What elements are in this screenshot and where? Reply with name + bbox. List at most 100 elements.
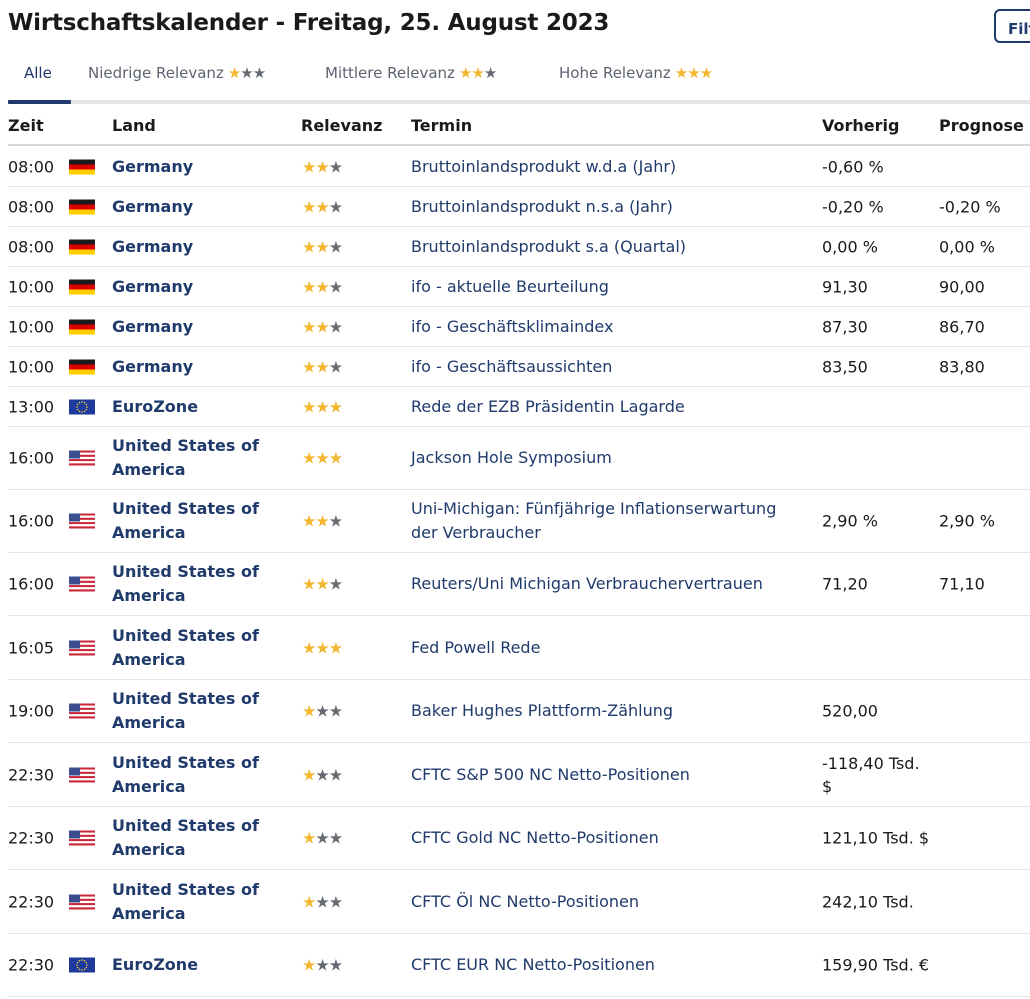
table-row[interactable]: 16:00 United States of America ★★★ Jackson … [8, 427, 1030, 490]
star-filled-icon: ★ [458, 64, 472, 82]
event-link[interactable]: CFTC EUR NC Netto-Positionen [411, 955, 655, 974]
event-link[interactable]: Bruttoinlandsprodukt n.s.a (Jahr) [411, 196, 673, 216]
event-link[interactable]: Reuters/Uni Michigan Verbrauchervertraue… [411, 574, 763, 593]
forecast-value: 83,80 [939, 357, 985, 376]
table-row[interactable]: 10:00 Germany ★★★ ifo - aktuelle Beurteilun… [8, 267, 1030, 307]
relevance-stars: ★★★ [458, 64, 497, 82]
filter-button[interactable]: Filter [994, 9, 1030, 43]
table-row[interactable]: 10:00 Germany ★★★ ifo - Geschäftsklimaindex… [8, 307, 1030, 347]
relevance-stars: ★★★ [302, 397, 343, 416]
table-row[interactable]: 19:00 United States of America ★★★ Baker Hu… [8, 680, 1030, 743]
relevance-stars: ★★★ [302, 765, 343, 784]
relevance-stars: ★★★ [228, 64, 266, 82]
tab-label: Alle [24, 64, 52, 82]
table-row[interactable]: 08:00 Germany ★★★ Bruttoinlandsprodukt w.d.… [8, 147, 1030, 187]
event-link[interactable]: ifo - aktuelle Beurteilung [411, 276, 609, 296]
forecast-value: 2,90 % [939, 511, 995, 531]
country-link[interactable]: United States of America [112, 816, 259, 859]
star-empty-icon: ★ [328, 955, 343, 975]
tab-hohe-relevanz[interactable]: Hohe Relevanz ★★★ [559, 64, 713, 82]
country-link[interactable]: Germany [112, 356, 194, 376]
event-link[interactable]: Bruttoinlandsprodukt s.a (Quartal) [411, 236, 687, 256]
star-filled-icon: ★ [687, 64, 700, 82]
country-link[interactable]: Germany [112, 276, 194, 296]
event-link[interactable]: CFTC Öl NC Netto-Positionen [411, 891, 640, 911]
star-filled-icon: ★ [315, 511, 329, 531]
country-link[interactable]: EuroZone [112, 396, 199, 416]
event-link[interactable]: Jackson Hole Symposium [411, 448, 612, 467]
event-link[interactable]: ifo - Geschäftsklimaindex [411, 316, 614, 336]
event-time: 08:00 [8, 197, 55, 216]
event-link[interactable]: ifo - Geschäftsaussichten [411, 356, 613, 376]
star-empty-icon: ★ [240, 64, 253, 82]
forecast-value: 0,00 % [939, 237, 995, 256]
tab-alle[interactable]: Alle [24, 64, 52, 82]
table-row[interactable]: 16:05 United States of America ★★★ Fed Powe… [8, 616, 1030, 680]
event-link[interactable]: Rede der EZB Präsidentin Lagarde [411, 396, 685, 416]
event-time: 16:00 [8, 511, 55, 531]
event-link[interactable]: CFTC Gold NC Netto-Positionen [411, 828, 659, 847]
table-row[interactable]: 22:30 United States of America ★★★ CFTC Gol… [8, 807, 1030, 870]
relevance-stars: ★★★ [302, 955, 343, 975]
star-filled-icon: ★ [302, 448, 316, 468]
active-tab-indicator [8, 100, 71, 104]
country-link[interactable]: EuroZone [112, 955, 199, 974]
event-time: 19:00 [8, 701, 55, 721]
tab-niedrige-relevanz[interactable]: Niedrige Relevanz ★★★ [88, 64, 266, 82]
page-title: Wirtschaftskalender - Freitag, 25. Augus… [8, 10, 610, 36]
table-header: Zeit Land Relevanz Termin Vorherig Progn… [8, 104, 1030, 146]
event-link[interactable]: Bruttoinlandsprodukt w.d.a (Jahr) [411, 156, 677, 176]
star-empty-icon: ★ [328, 197, 343, 216]
table-row[interactable]: 08:00 Germany ★★★ Bruttoinlandsprodukt n.s.… [8, 187, 1030, 227]
country-link[interactable]: Germany [112, 156, 194, 176]
table-row[interactable]: 22:30 United States of America ★★★ CFTC S&P… [8, 743, 1030, 807]
country-link[interactable]: United States of America [112, 625, 259, 669]
relevance-stars: ★★★ [302, 448, 343, 468]
star-filled-icon: ★ [328, 638, 343, 657]
star-empty-icon: ★ [328, 701, 343, 721]
column-header-country: Land [112, 116, 156, 135]
star-empty-icon: ★ [315, 955, 329, 975]
table-row[interactable]: 13:00 EuroZone ★★★ Rede der EZB Präsidentin… [8, 387, 1030, 427]
country-link[interactable]: United States of America [112, 689, 259, 732]
star-empty-icon: ★ [328, 237, 343, 256]
star-empty-icon: ★ [315, 892, 329, 911]
star-empty-icon: ★ [328, 157, 343, 176]
event-time: 22:30 [8, 765, 55, 784]
flag-de-icon [69, 199, 95, 214]
table-row[interactable]: 16:00 United States of America ★★★ Reuters/… [8, 553, 1030, 616]
event-link[interactable]: Baker Hughes Plattform-Zählung [411, 701, 674, 720]
star-filled-icon: ★ [302, 511, 316, 531]
event-link[interactable]: Uni-Michigan: Fünfjährige Inflationserwa… [411, 499, 777, 542]
star-filled-icon: ★ [315, 237, 329, 256]
country-link[interactable]: United States of America [112, 436, 259, 479]
country-link[interactable]: Germany [112, 316, 194, 336]
star-filled-icon: ★ [315, 638, 329, 657]
table-row[interactable]: 22:30 EuroZone ★★★ CFTC EUR NC Netto-Positi… [8, 934, 1030, 997]
country-link[interactable]: United States of America [112, 752, 259, 796]
table-row[interactable]: 22:30 United States of America ★★★ CFTC Öl … [8, 870, 1030, 934]
country-link[interactable]: United States of America [112, 562, 259, 605]
tab-label: Niedrige Relevanz [88, 64, 224, 82]
relevance-stars: ★★★ [302, 197, 343, 216]
country-link[interactable]: United States of America [112, 879, 259, 923]
previous-value: 91,30 [822, 277, 868, 296]
country-link[interactable]: Germany [112, 236, 194, 256]
tabs-divider [8, 100, 1030, 104]
star-empty-icon: ★ [328, 317, 343, 336]
previous-value: 242,10 Tsd. [822, 892, 914, 911]
event-time: 10:00 [8, 357, 55, 376]
table-row[interactable]: 16:00 United States of America ★★★ Uni-Mich… [8, 490, 1030, 553]
event-link[interactable]: CFTC S&P 500 NC Netto-Positionen [411, 764, 690, 784]
country-link[interactable]: United States of America [112, 499, 259, 542]
tab-mittlere-relevanz[interactable]: Mittlere Relevanz ★★★ [325, 64, 497, 82]
table-row[interactable]: 08:00 Germany ★★★ Bruttoinlandsprodukt s.a … [8, 227, 1030, 267]
event-link[interactable]: Fed Powell Rede [411, 637, 541, 657]
country-link[interactable]: Germany [112, 196, 194, 216]
star-filled-icon: ★ [315, 448, 329, 468]
relevance-stars: ★★★ [302, 157, 343, 176]
star-filled-icon: ★ [699, 64, 713, 82]
column-header-event: Termin [411, 116, 473, 135]
event-time: 16:05 [8, 638, 55, 657]
table-row[interactable]: 10:00 Germany ★★★ ifo - Geschäftsaussichten… [8, 347, 1030, 387]
